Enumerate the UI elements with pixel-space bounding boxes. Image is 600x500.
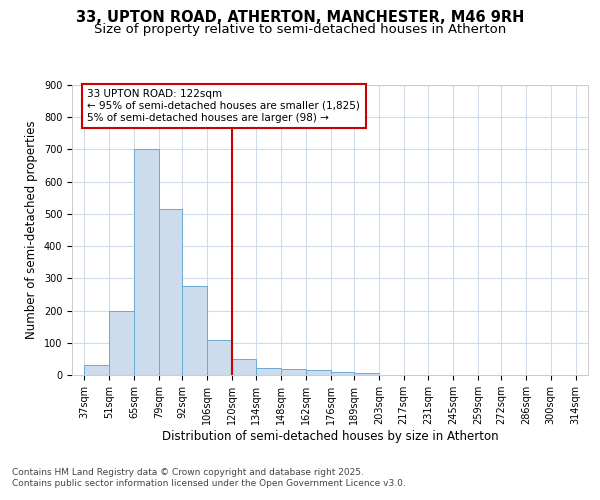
Bar [306,370,331,375]
Bar [109,310,134,375]
Text: 33 UPTON ROAD: 122sqm
← 95% of semi-detached houses are smaller (1,825)
5% of se: 33 UPTON ROAD: 122sqm ← 95% of semi-deta… [88,90,361,122]
Bar [159,209,182,375]
Bar [134,150,159,375]
Text: Size of property relative to semi-detached houses in Atherton: Size of property relative to semi-detach… [94,22,506,36]
X-axis label: Distribution of semi-detached houses by size in Atherton: Distribution of semi-detached houses by … [161,430,499,443]
Y-axis label: Number of semi-detached properties: Number of semi-detached properties [25,120,38,340]
Bar [207,340,232,375]
Text: 33, UPTON ROAD, ATHERTON, MANCHESTER, M46 9RH: 33, UPTON ROAD, ATHERTON, MANCHESTER, M4… [76,10,524,25]
Bar [232,359,256,375]
Bar [182,286,207,375]
Bar [281,368,306,375]
Text: Contains HM Land Registry data © Crown copyright and database right 2025.: Contains HM Land Registry data © Crown c… [12,468,364,477]
Text: Contains public sector information licensed under the Open Government Licence v3: Contains public sector information licen… [12,479,406,488]
Bar [256,368,281,375]
Bar [354,374,379,375]
Bar [85,366,109,375]
Bar [331,372,354,375]
